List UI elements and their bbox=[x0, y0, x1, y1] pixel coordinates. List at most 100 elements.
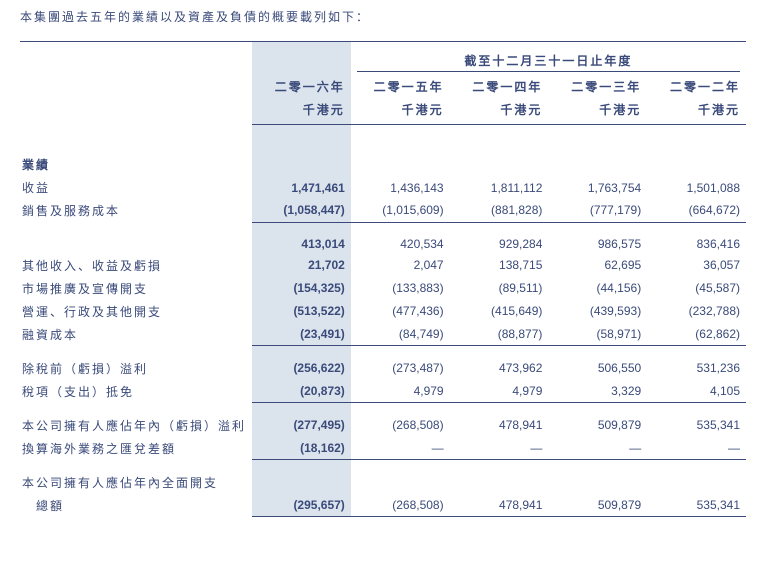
financial-table-wrap: 截至十二月三十一日止年度 二零一六年 二零一五年 二零一四年 二零一三年 二零一… bbox=[20, 41, 746, 517]
cell: (256,622) bbox=[252, 346, 351, 380]
header-blank3 bbox=[20, 98, 252, 125]
cell: — bbox=[351, 437, 450, 460]
cell: (273,487) bbox=[351, 346, 450, 380]
row-label: 收益 bbox=[20, 176, 252, 199]
unit-2015: 千港元 bbox=[351, 98, 450, 125]
header-spanner-row: 截至十二月三十一日止年度 bbox=[20, 42, 746, 75]
cell: (881,828) bbox=[450, 199, 549, 222]
cell: (439,593) bbox=[548, 300, 647, 323]
results-heading: 業績 bbox=[20, 142, 252, 176]
cell: 413,014 bbox=[252, 222, 351, 254]
row-label: 融資成本 bbox=[20, 323, 252, 346]
unit-2016: 千港元 bbox=[252, 98, 351, 125]
cell: 1,436,143 bbox=[351, 176, 450, 199]
cell: — bbox=[450, 437, 549, 460]
cell: (20,873) bbox=[252, 380, 351, 403]
cell: 535,341 bbox=[647, 403, 746, 437]
cell: 2,047 bbox=[351, 254, 450, 277]
row-label: 稅項（支出）抵免 bbox=[20, 380, 252, 403]
cell: (1,058,447) bbox=[252, 199, 351, 222]
table-row: 總額 (295,657) (268,508) 478,941 509,879 5… bbox=[20, 494, 746, 517]
cell: (268,508) bbox=[351, 494, 450, 517]
year-2016: 二零一六年 bbox=[252, 75, 351, 98]
header-spanner-text: 截至十二月三十一日止年度 bbox=[357, 52, 740, 72]
cell: 1,763,754 bbox=[548, 176, 647, 199]
cell: — bbox=[548, 437, 647, 460]
row-label: 其他收入、收益及虧損 bbox=[20, 254, 252, 277]
cell: 3,329 bbox=[548, 380, 647, 403]
row-label: 銷售及服務成本 bbox=[20, 199, 252, 222]
year-2015: 二零一五年 bbox=[351, 75, 450, 98]
cell: 986,575 bbox=[548, 222, 647, 254]
cell: 531,236 bbox=[647, 346, 746, 380]
financial-table: 截至十二月三十一日止年度 二零一六年 二零一五年 二零一四年 二零一三年 二零一… bbox=[20, 42, 746, 517]
cell: (89,511) bbox=[450, 277, 549, 300]
cell: 478,941 bbox=[450, 494, 549, 517]
header-blank2 bbox=[20, 75, 252, 98]
row-label: 市場推廣及宣傳開支 bbox=[20, 277, 252, 300]
cell: (133,883) bbox=[351, 277, 450, 300]
row-label: 營運、行政及其他開支 bbox=[20, 300, 252, 323]
cell: 1,811,112 bbox=[450, 176, 549, 199]
cell: 506,550 bbox=[548, 346, 647, 380]
cell: (415,649) bbox=[450, 300, 549, 323]
cell: (232,788) bbox=[647, 300, 746, 323]
table-row: 其他收入、收益及虧損 21,702 2,047 138,715 62,695 3… bbox=[20, 254, 746, 277]
intro-text: 本集團過去五年的業績以及資產及負債的概要載列如下： bbox=[20, 8, 746, 25]
cell: (295,657) bbox=[252, 494, 351, 517]
table-row: 本公司擁有人應佔年內（虧損）溢利 (277,495) (268,508) 478… bbox=[20, 403, 746, 437]
header-blank-hi bbox=[252, 42, 351, 75]
year-2013: 二零一三年 bbox=[548, 75, 647, 98]
cell: 535,341 bbox=[647, 494, 746, 517]
cell: (277,495) bbox=[252, 403, 351, 437]
cell: 21,702 bbox=[252, 254, 351, 277]
row-label: 總額 bbox=[20, 494, 252, 517]
cell: 36,057 bbox=[647, 254, 746, 277]
year-2012: 二零一二年 bbox=[647, 75, 746, 98]
row-label: 本公司擁有人應佔年內（虧損）溢利 bbox=[20, 403, 252, 437]
table-row: 收益 1,471,461 1,436,143 1,811,112 1,763,7… bbox=[20, 176, 746, 199]
table-row: 換算海外業務之匯兌差額 (18,162) — — — — bbox=[20, 437, 746, 460]
year-2014: 二零一四年 bbox=[450, 75, 549, 98]
row-label: 除稅前（虧損）溢利 bbox=[20, 346, 252, 380]
unit-2014: 千港元 bbox=[450, 98, 549, 125]
results-heading-row: 業績 bbox=[20, 142, 746, 176]
blank-row-1 bbox=[20, 125, 746, 143]
cell: (18,162) bbox=[252, 437, 351, 460]
cell: 1,501,088 bbox=[647, 176, 746, 199]
header-blank bbox=[20, 42, 252, 75]
cell: 509,879 bbox=[548, 403, 647, 437]
unit-2012: 千港元 bbox=[647, 98, 746, 125]
unit-2013: 千港元 bbox=[548, 98, 647, 125]
cell: 836,416 bbox=[647, 222, 746, 254]
table-row: 本公司擁有人應佔年內全面開支 bbox=[20, 460, 746, 494]
table-row: 銷售及服務成本 (1,058,447) (1,015,609) (881,828… bbox=[20, 199, 746, 222]
table-row: 除稅前（虧損）溢利 (256,622) (273,487) 473,962 50… bbox=[20, 346, 746, 380]
cell: (1,015,609) bbox=[351, 199, 450, 222]
row-label bbox=[20, 222, 252, 254]
cell: 4,105 bbox=[647, 380, 746, 403]
cell: (513,522) bbox=[252, 300, 351, 323]
cell: — bbox=[647, 437, 746, 460]
cell: 473,962 bbox=[450, 346, 549, 380]
header-unit-row: 千港元 千港元 千港元 千港元 千港元 bbox=[20, 98, 746, 125]
table-row: 413,014 420,534 929,284 986,575 836,416 bbox=[20, 222, 746, 254]
cell: (88,877) bbox=[450, 323, 549, 346]
cell: 929,284 bbox=[450, 222, 549, 254]
cell: 138,715 bbox=[450, 254, 549, 277]
cell: (664,672) bbox=[647, 199, 746, 222]
table-row: 稅項（支出）抵免 (20,873) 4,979 4,979 3,329 4,10… bbox=[20, 380, 746, 403]
cell: 62,695 bbox=[548, 254, 647, 277]
cell: (62,862) bbox=[647, 323, 746, 346]
cell: 4,979 bbox=[450, 380, 549, 403]
cell: (777,179) bbox=[548, 199, 647, 222]
cell: (44,156) bbox=[548, 277, 647, 300]
cell: (58,971) bbox=[548, 323, 647, 346]
cell: 509,879 bbox=[548, 494, 647, 517]
cell: 4,979 bbox=[351, 380, 450, 403]
cell: (23,491) bbox=[252, 323, 351, 346]
table-row: 融資成本 (23,491) (84,749) (88,877) (58,971)… bbox=[20, 323, 746, 346]
header-spanner: 截至十二月三十一日止年度 bbox=[351, 42, 746, 75]
cell: (84,749) bbox=[351, 323, 450, 346]
cell: (268,508) bbox=[351, 403, 450, 437]
